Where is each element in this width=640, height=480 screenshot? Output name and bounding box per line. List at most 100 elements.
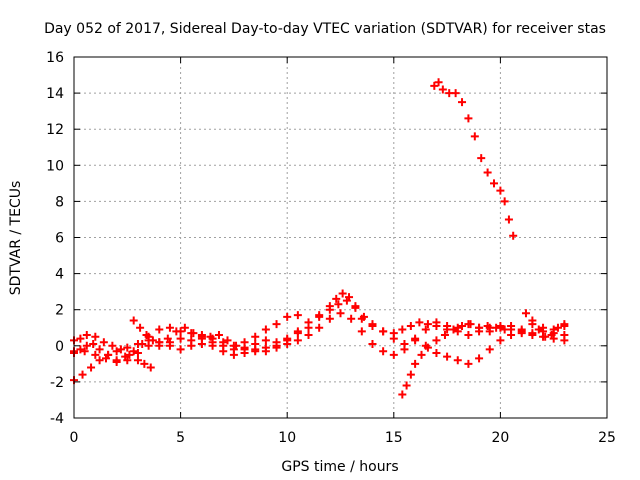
data-point — [451, 89, 460, 98]
data-point — [95, 345, 104, 354]
data-point — [334, 300, 343, 309]
data-point — [406, 321, 415, 330]
series-arc-d — [129, 311, 302, 350]
data-point — [315, 323, 324, 332]
data-point — [483, 321, 492, 330]
data-point — [112, 358, 121, 367]
data-point — [453, 356, 462, 365]
data-point — [76, 345, 85, 354]
data-point — [342, 296, 351, 305]
y-tick-label: 14 — [46, 86, 64, 102]
data-point — [504, 215, 513, 224]
data-point — [347, 314, 356, 323]
data-point — [189, 329, 198, 338]
data-point — [357, 327, 366, 336]
data-point — [432, 336, 441, 345]
x-tick-label: 0 — [70, 430, 79, 446]
data-point — [187, 341, 196, 350]
series-arc-f — [430, 78, 518, 240]
data-point — [251, 345, 260, 354]
data-point — [325, 314, 334, 323]
data-point — [379, 347, 388, 356]
data-point — [500, 325, 509, 334]
data-point — [402, 381, 411, 390]
data-point — [140, 359, 149, 368]
data-point — [129, 316, 138, 325]
tick-layer: 0 5 10 15 20 25 -4 -2 0 2 4 6 8 10 12 14 16 — [46, 50, 616, 446]
data-point — [560, 336, 569, 345]
data-point — [449, 325, 458, 334]
data-point — [553, 323, 562, 332]
data-point — [500, 197, 509, 206]
data-point — [434, 78, 443, 87]
data-point — [496, 321, 505, 330]
data-point — [332, 294, 341, 303]
data-point — [101, 354, 110, 363]
data-point — [417, 350, 426, 359]
data-point — [229, 350, 238, 359]
data-point — [351, 302, 360, 311]
data-point — [432, 349, 441, 358]
data-point — [458, 98, 467, 107]
data-point — [146, 363, 155, 372]
data-point — [293, 311, 302, 320]
chart-title: Day 052 of 2017, Sidereal Day-to-day VTE… — [44, 21, 606, 37]
data-point — [389, 350, 398, 359]
data-point — [438, 85, 447, 94]
x-tick-label: 15 — [385, 430, 403, 446]
data-point — [389, 334, 398, 343]
data-point — [214, 330, 223, 339]
y-tick-label: 12 — [46, 122, 64, 138]
x-axis-label: GPS time / hours — [281, 459, 398, 475]
data-point — [541, 332, 550, 341]
data-point — [180, 323, 189, 332]
data-point — [464, 330, 473, 339]
data-layer — [70, 78, 569, 399]
data-point — [496, 186, 505, 195]
series-arc-h — [521, 309, 569, 341]
data-point — [144, 341, 153, 350]
data-point — [466, 320, 475, 329]
data-point — [165, 341, 174, 350]
data-point — [82, 330, 91, 339]
data-point — [136, 323, 145, 332]
data-point — [293, 336, 302, 345]
data-point — [398, 390, 407, 399]
data-point — [415, 318, 424, 327]
series-arc-g — [398, 320, 509, 399]
data-point — [483, 168, 492, 177]
y-tick-label: -2 — [50, 375, 64, 391]
series-arc-c — [70, 309, 569, 368]
data-point — [165, 323, 174, 332]
data-point — [272, 343, 281, 352]
grid-layer — [74, 57, 607, 418]
data-point — [485, 345, 494, 354]
data-point — [240, 338, 249, 347]
x-tick-label: 10 — [278, 430, 296, 446]
data-point — [470, 132, 479, 141]
data-point — [142, 330, 151, 339]
data-point — [304, 318, 313, 327]
data-point — [293, 327, 302, 336]
data-point — [477, 154, 486, 163]
x-tick-label: 25 — [598, 430, 616, 446]
data-point — [440, 330, 449, 339]
data-point — [76, 334, 85, 343]
data-point — [133, 349, 142, 358]
data-point — [507, 330, 516, 339]
data-point — [458, 321, 467, 330]
data-point — [453, 327, 462, 336]
data-point — [496, 336, 505, 345]
data-point — [432, 318, 441, 327]
data-point — [304, 330, 313, 339]
data-point — [206, 332, 215, 341]
data-point — [421, 325, 430, 334]
data-point — [509, 231, 518, 240]
data-point — [112, 347, 121, 356]
data-point — [423, 343, 432, 352]
data-point — [155, 325, 164, 334]
data-point — [223, 336, 232, 345]
data-point — [528, 316, 537, 325]
series-arc-e — [70, 330, 155, 372]
data-point — [125, 350, 134, 359]
